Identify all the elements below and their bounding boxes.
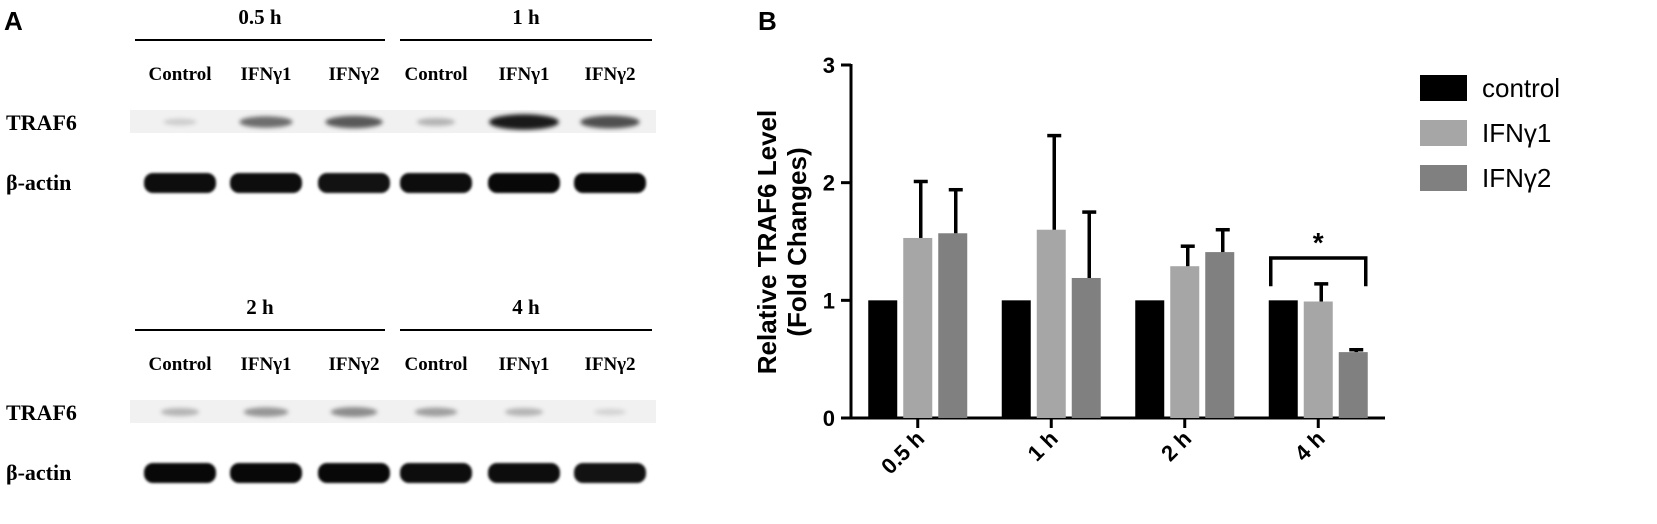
y-axis-label: Relative TRAF6 Level [752,110,782,374]
western-blot-panel: TRAF6 β-actin 0.5 h Control IFNγ1 IFNγ2 1 h Con… [6,5,656,485]
time-point-label: 1 h [512,5,540,29]
traf6-band [504,408,544,416]
actin-band [574,173,646,193]
traf6-band [580,115,640,129]
time-point-label: 0.5 h [238,5,282,29]
blot-block: TRAF6 β-actin 0.5 h Control IFNγ1 IFNγ2 1 h Con… [6,5,656,195]
actin-band [144,463,216,483]
y-tick-label: 0 [823,406,835,431]
actin-band [230,463,302,483]
lane-label: IFNγ2 [328,354,379,375]
traf6-band [163,118,197,126]
x-tick-label: 2 h [1156,426,1196,466]
bar [1303,301,1333,418]
lane-label: IFNγ2 [328,64,379,85]
traf6-membrane [130,110,656,133]
lane-label: Control [149,64,212,85]
bar [1268,300,1298,418]
bar [1170,266,1200,418]
row-label-traf6: TRAF6 [6,110,77,135]
bar [1036,229,1066,418]
actin-band [488,173,560,193]
lane-label: IFNγ1 [498,354,549,375]
row-label-actin: β-actin [6,170,71,195]
bar [1001,300,1031,418]
row-label-traf6: TRAF6 [6,400,77,425]
bar [1135,300,1165,418]
lane-label: IFNγ1 [498,64,549,85]
bar-series [868,133,1368,418]
blot-block: TRAF6 β-actin 2 h Control IFNγ1 IFNγ2 4 h Contr… [6,295,656,485]
traf6-band [414,407,458,417]
traf6-band [489,114,559,130]
traf6-band [593,408,627,416]
traf6-band [243,407,289,417]
legend: control IFNγ1 IFNγ2 [1420,73,1560,193]
traf6-band [416,118,456,126]
lane-label: IFNγ2 [584,354,635,375]
actin-band [574,463,646,483]
actin-band [230,173,302,193]
y-tick-label: 1 [823,288,835,313]
traf6-band [239,116,293,128]
x-tick-label: 1 h [1023,426,1063,466]
x-tick-label: 4 h [1290,426,1330,466]
actin-band [488,463,560,483]
bar [938,233,968,418]
traf6-band [160,408,200,416]
legend-swatch [1420,120,1467,146]
lane-label: Control [149,354,212,375]
lane-label: IFNγ1 [240,64,291,85]
panel-b-label: B [758,6,777,36]
significance-star: * [1313,227,1324,258]
lane-label: Control [405,354,468,375]
legend-label: IFNγ2 [1482,163,1551,193]
bar [868,300,898,418]
panel-a-label: A [4,6,23,36]
legend-label: IFNγ1 [1482,118,1551,148]
bar [1205,252,1235,418]
traf6-band [330,407,378,417]
actin-band [400,463,472,483]
time-point-label: 4 h [512,295,540,319]
legend-swatch [1420,75,1467,101]
bar [1338,352,1368,418]
y-tick-label: 2 [823,171,835,196]
bar [903,237,933,418]
actin-band [318,463,390,483]
traf6-band [325,115,383,129]
x-tick-label: 0.5 h [876,426,929,479]
x-axis: 0.5 h 1 h 2 h 4 h [850,416,1385,479]
lane-label: IFNγ2 [584,64,635,85]
row-label-actin: β-actin [6,460,71,485]
y-axis-label-unit: (Fold Changes) [782,147,812,336]
legend-label: control [1482,73,1560,103]
actin-band [318,173,390,193]
bar [1071,277,1101,418]
legend-swatch [1420,165,1467,191]
actin-band [400,173,472,193]
lane-label: IFNγ1 [240,354,291,375]
lane-label: Control [405,64,468,85]
y-axis: 0 1 2 3 [823,53,853,431]
actin-band [144,173,216,193]
significance-bracket [1269,256,1368,287]
time-point-label: 2 h [246,295,274,319]
significance-annotation: * [1269,227,1368,287]
y-tick-label: 3 [823,53,835,78]
traf6-membrane [130,400,656,423]
